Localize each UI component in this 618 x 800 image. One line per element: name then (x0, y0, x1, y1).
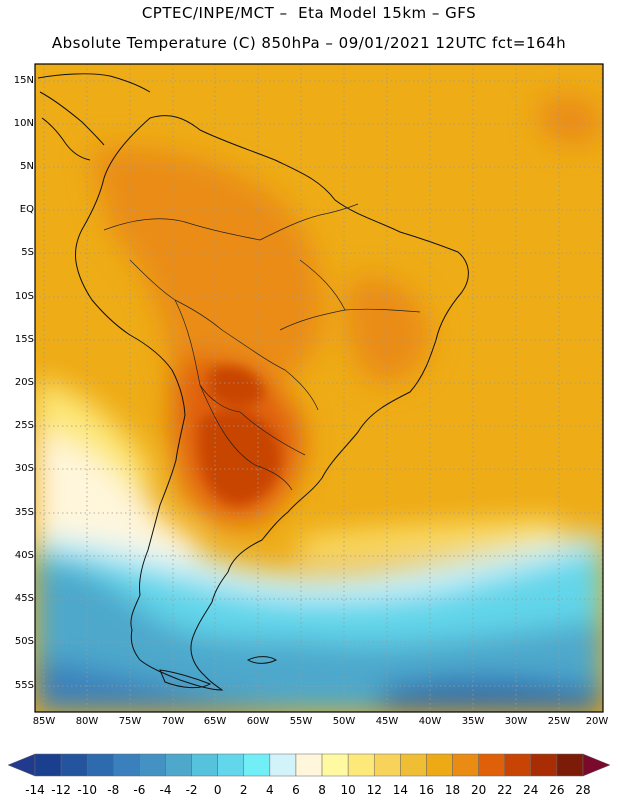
colorbar-swatch (243, 753, 271, 777)
colorbar-swatch (478, 753, 505, 777)
colorbar-tick-label: 28 (575, 783, 591, 797)
colorbar-tick-label: 6 (292, 783, 300, 797)
lat-label: 30S (14, 463, 34, 474)
colorbar-swatch (86, 753, 114, 777)
chart-title-line1: CPTEC/INPE/MCT – Eta Model 15km – GFS (141, 4, 477, 22)
temperature-field (35, 64, 603, 712)
colorbar-swatch (139, 753, 166, 777)
colorbar-swatch (321, 753, 349, 777)
colorbar-tick-label: 22 (497, 783, 513, 797)
colorbar (7, 753, 611, 777)
lon-label: 45W (375, 716, 399, 727)
colorbar-tick-label: 12 (366, 783, 382, 797)
lat-label: 45S (14, 593, 34, 604)
central-america-coast (39, 91, 105, 161)
colorbar-swatch (60, 753, 88, 777)
lat-label: 10N (13, 118, 34, 129)
colorbar-swatch (504, 753, 532, 777)
colorbar-tick-label: 10 (340, 783, 356, 797)
lat-label: 15N (13, 75, 34, 86)
lat-label: 20S (14, 377, 34, 388)
colorbar-tick-label: -10 (77, 783, 97, 797)
colorbar-swatch (556, 753, 584, 777)
colorbar-tick-label: -12 (51, 783, 71, 797)
colorbar-tick-label: -2 (185, 783, 198, 797)
colorbar-swatch (452, 753, 479, 777)
lon-label: 50W (332, 716, 356, 727)
lat-label: 10S (14, 291, 34, 302)
colorbar-swatch (373, 753, 401, 777)
colorbar-tick-label: 14 (392, 783, 408, 797)
lon-label: 35W (461, 716, 485, 727)
lon-label: 30W (504, 716, 528, 727)
colorbar-swatch (426, 753, 453, 777)
colorbar-tick-label: 0 (213, 783, 222, 797)
lat-label: 15S (14, 334, 34, 345)
colorbar-over-arrow (582, 753, 611, 777)
lon-label: 60W (246, 716, 270, 727)
tierra-del-fuego (159, 669, 212, 689)
colorbar-swatch (400, 753, 427, 777)
map-frame (34, 63, 604, 713)
lat-label: 5S (21, 247, 34, 258)
colorbar-swatch (191, 753, 218, 777)
lon-label: 20W (585, 716, 609, 727)
lat-label: 50S (14, 636, 34, 647)
south-america-coast (75, 115, 469, 691)
lat-label: 5N (20, 161, 34, 172)
colorbar-swatch (295, 753, 323, 777)
lon-label: 80W (75, 716, 99, 727)
lon-label: 55W (289, 716, 313, 727)
colorbar-tick-label: 16 (418, 783, 435, 797)
lon-label: 40W (418, 716, 442, 727)
colorbar-tick-label: -6 (133, 783, 146, 797)
colorbar-tick-label: 4 (266, 783, 274, 797)
lon-label: 70W (161, 716, 185, 727)
colorbar-swatch (347, 753, 375, 777)
lat-label: 25S (14, 420, 34, 431)
lat-label: 40S (14, 550, 34, 561)
colorbar-tick-label: 2 (239, 783, 248, 797)
graticule (35, 64, 603, 712)
colorbar-swatch (269, 753, 297, 777)
lat-label: 55S (14, 680, 34, 691)
colorbar-tick-label: 8 (318, 783, 326, 797)
falkland-islands (246, 656, 277, 664)
lat-label: EQ (19, 204, 34, 215)
colorbar-swatch (113, 753, 140, 777)
colorbar-swatch (34, 753, 62, 777)
colorbar-tick-label: -14 (25, 783, 45, 797)
colorbar-swatch (165, 753, 192, 777)
country-borders (103, 203, 421, 491)
lat-label: 35S (14, 507, 34, 518)
lon-label: 75W (118, 716, 142, 727)
colorbar-tick-label: 26 (549, 783, 565, 797)
colorbar-tick-label: 24 (523, 783, 539, 797)
colorbar-tick-label: 20 (470, 783, 487, 797)
caribbean-coast (37, 73, 151, 93)
colorbar-tick-label: -8 (107, 783, 120, 797)
colorbar-tick-label: 18 (444, 783, 461, 797)
colorbar-swatch (530, 753, 558, 777)
lon-label: 25W (547, 716, 571, 727)
lon-label: 65W (203, 716, 227, 727)
chart-title-line2: Absolute Temperature (C) 850hPa – 09/01/… (51, 34, 567, 52)
lon-label: 85W (32, 716, 56, 727)
colorbar-tick-label: -4 (159, 783, 172, 797)
colorbar-swatch (217, 753, 245, 777)
colorbar-under-arrow (7, 753, 36, 777)
coastlines (37, 73, 469, 691)
